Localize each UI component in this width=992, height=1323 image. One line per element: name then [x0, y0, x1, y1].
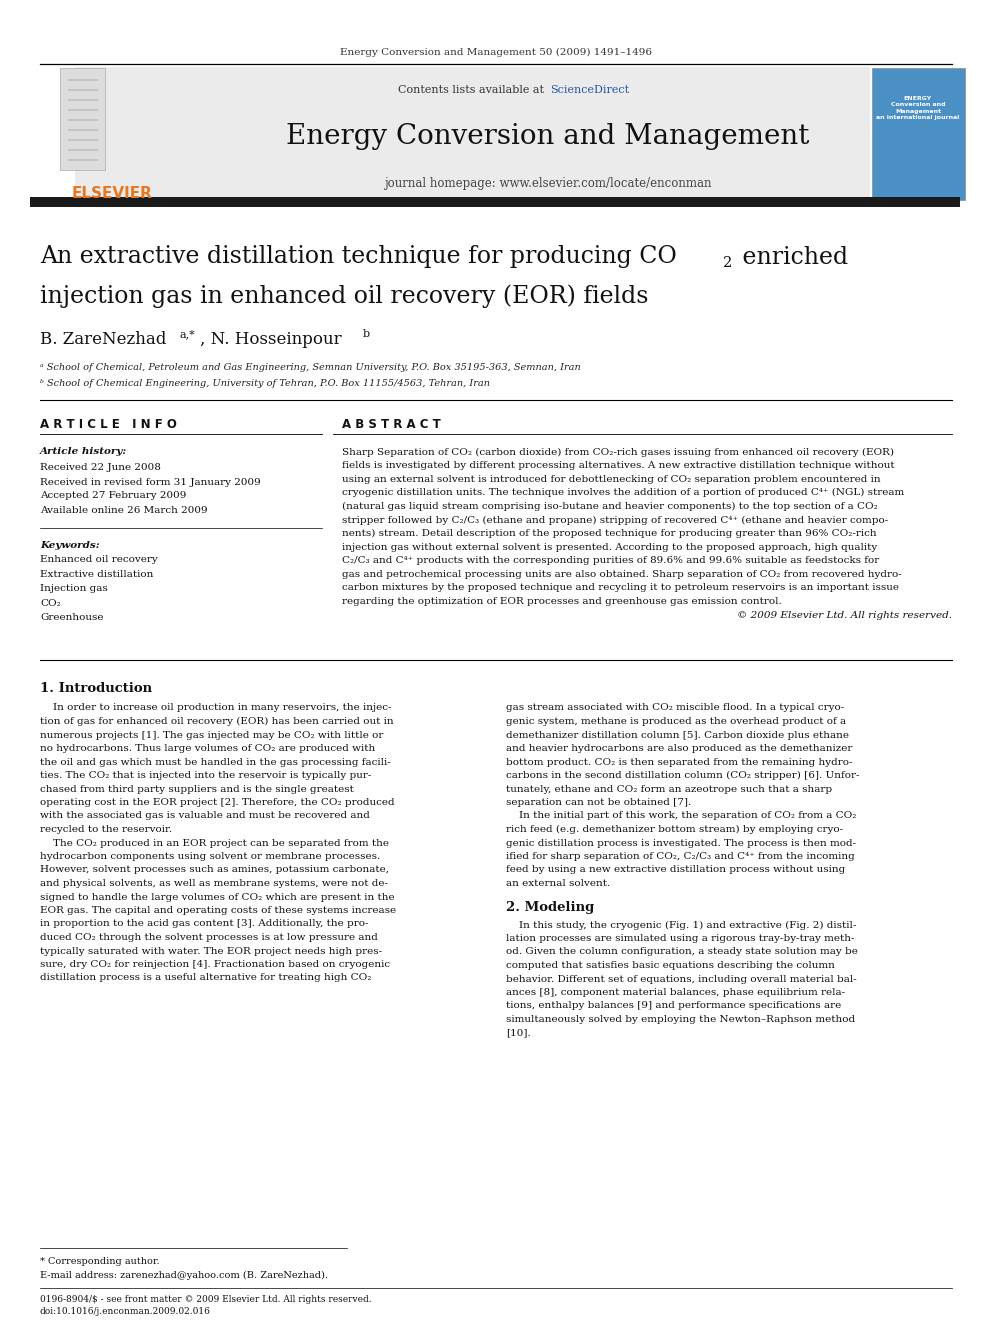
Text: rich feed (e.g. demethanizer bottom stream) by employing cryo-: rich feed (e.g. demethanizer bottom stre…	[506, 826, 843, 833]
Text: carbons in the second distillation column (CO₂ stripper) [6]. Unfor-: carbons in the second distillation colum…	[506, 771, 859, 781]
Text: injection gas in enhanced oil recovery (EOR) fields: injection gas in enhanced oil recovery (…	[40, 284, 649, 308]
Text: Received 22 June 2008: Received 22 June 2008	[40, 463, 161, 472]
Text: [10].: [10].	[506, 1028, 531, 1037]
Text: stripper followed by C₂/C₃ (ethane and propane) stripping of recovered C⁴⁺ (etha: stripper followed by C₂/C₃ (ethane and p…	[342, 516, 888, 524]
Text: nents) stream. Detail description of the proposed technique for producing greate: nents) stream. Detail description of the…	[342, 529, 877, 538]
Text: journal homepage: www.elsevier.com/locate/enconman: journal homepage: www.elsevier.com/locat…	[384, 176, 711, 189]
Text: ances [8], component material balances, phase equilibrium rela-: ances [8], component material balances, …	[506, 988, 845, 998]
Text: regarding the optimization of EOR processes and greenhouse gas emission control.: regarding the optimization of EOR proces…	[342, 597, 782, 606]
Bar	[30, 197, 960, 206]
Text: separation can not be obtained [7].: separation can not be obtained [7].	[506, 798, 691, 807]
Text: ties. The CO₂ that is injected into the reservoir is typically pur-: ties. The CO₂ that is injected into the …	[40, 771, 371, 781]
Text: Energy Conversion and Management 50 (2009) 1491–1496: Energy Conversion and Management 50 (200…	[340, 48, 652, 57]
Text: b: b	[363, 329, 370, 339]
Text: © 2009 Elsevier Ltd. All rights reserved.: © 2009 Elsevier Ltd. All rights reserved…	[737, 611, 952, 619]
Text: genic system, methane is produced as the overhead product of a: genic system, methane is produced as the…	[506, 717, 846, 726]
Text: genic distillation process is investigated. The process is then mod-: genic distillation process is investigat…	[506, 839, 856, 848]
Text: carbon mixtures by the proposed technique and recycling it to petroleum reservoi: carbon mixtures by the proposed techniqu…	[342, 583, 899, 593]
Text: C₂/C₃ and C⁴⁺ products with the corresponding purities of 89.6% and 99.6% suitab: C₂/C₃ and C⁴⁺ products with the correspo…	[342, 556, 879, 565]
Text: The CO₂ produced in an EOR project can be separated from the: The CO₂ produced in an EOR project can b…	[40, 839, 389, 848]
Text: ELSEVIER: ELSEVIER	[71, 187, 153, 201]
Text: An extractive distillation technique for producing CO: An extractive distillation technique for…	[40, 246, 677, 269]
Text: ᵇ School of Chemical Engineering, University of Tehran, P.O. Box 11155/4563, Teh: ᵇ School of Chemical Engineering, Univer…	[40, 380, 490, 389]
Text: tions, enthalpy balances [9] and performance specifications are: tions, enthalpy balances [9] and perform…	[506, 1002, 841, 1011]
Text: cryogenic distillation units. The technique involves the addition of a portion o: cryogenic distillation units. The techni…	[342, 488, 905, 497]
Text: a,*: a,*	[180, 329, 195, 339]
Text: and physical solvents, as well as membrane systems, were not de-: and physical solvents, as well as membra…	[40, 878, 388, 888]
Text: Greenhouse: Greenhouse	[40, 614, 103, 623]
Text: 2: 2	[723, 255, 732, 270]
Text: Sharp Separation of CO₂ (carbon dioxide) from CO₂-rich gases issuing from enhanc: Sharp Separation of CO₂ (carbon dioxide)…	[342, 447, 894, 456]
Text: recycled to the reservoir.: recycled to the reservoir.	[40, 826, 173, 833]
Text: the oil and gas which must be handled in the gas processing facili-: the oil and gas which must be handled in…	[40, 758, 391, 766]
Text: Enhanced oil recovery: Enhanced oil recovery	[40, 556, 158, 565]
Text: od. Given the column configuration, a steady state solution may be: od. Given the column configuration, a st…	[506, 947, 858, 957]
Text: simultaneously solved by employing the Newton–Raphson method: simultaneously solved by employing the N…	[506, 1015, 855, 1024]
Text: in proportion to the acid gas content [3]. Additionally, the pro-: in proportion to the acid gas content [3…	[40, 919, 368, 929]
Text: In this study, the cryogenic (Fig. 1) and extractive (Fig. 2) distil-: In this study, the cryogenic (Fig. 1) an…	[506, 921, 856, 930]
Text: * Corresponding author.: * Corresponding author.	[40, 1257, 160, 1266]
Text: fields is investigated by different processing alternatives. A new extractive di: fields is investigated by different proc…	[342, 462, 895, 470]
Text: In the initial part of this work, the separation of CO₂ from a CO₂: In the initial part of this work, the se…	[506, 811, 856, 820]
Text: Keywords:: Keywords:	[40, 541, 99, 549]
Text: no hydrocarbons. Thus large volumes of CO₂ are produced with: no hydrocarbons. Thus large volumes of C…	[40, 744, 375, 753]
Text: A R T I C L E   I N F O: A R T I C L E I N F O	[40, 418, 177, 430]
Text: gas and petrochemical processing units are also obtained. Sharp separation of CO: gas and petrochemical processing units a…	[342, 570, 902, 579]
Text: , N. Hosseinpour: , N. Hosseinpour	[200, 332, 341, 348]
Text: Received in revised form 31 January 2009: Received in revised form 31 January 2009	[40, 478, 261, 487]
Text: operating cost in the EOR project [2]. Therefore, the CO₂ produced: operating cost in the EOR project [2]. T…	[40, 798, 395, 807]
Text: doi:10.1016/j.enconman.2009.02.016: doi:10.1016/j.enconman.2009.02.016	[40, 1307, 211, 1316]
Text: hydrocarbon components using solvent or membrane processes.: hydrocarbon components using solvent or …	[40, 852, 380, 861]
Text: However, solvent processes such as amines, potassium carbonate,: However, solvent processes such as amine…	[40, 865, 389, 875]
Text: Energy Conversion and Management: Energy Conversion and Management	[287, 123, 809, 151]
Text: gas stream associated with CO₂ miscible flood. In a typical cryo-: gas stream associated with CO₂ miscible …	[506, 704, 844, 713]
Text: EOR gas. The capital and operating costs of these systems increase: EOR gas. The capital and operating costs…	[40, 906, 396, 916]
Text: E-mail address: zarenezhad@yahoo.com (B. ZareNezhad).: E-mail address: zarenezhad@yahoo.com (B.…	[40, 1270, 328, 1279]
Text: B. ZareNezhad: B. ZareNezhad	[40, 332, 167, 348]
Text: ᵃ School of Chemical, Petroleum and Gas Engineering, Semnan University, P.O. Box: ᵃ School of Chemical, Petroleum and Gas …	[40, 364, 580, 373]
Text: demethanizer distillation column [5]. Carbon dioxide plus ethane: demethanizer distillation column [5]. Ca…	[506, 730, 849, 740]
Text: and heavier hydrocarbons are also produced as the demethanizer: and heavier hydrocarbons are also produc…	[506, 744, 852, 753]
Text: ScienceDirect: ScienceDirect	[550, 85, 629, 95]
Text: Article history:: Article history:	[40, 447, 127, 456]
Text: Accepted 27 February 2009: Accepted 27 February 2009	[40, 492, 186, 500]
Text: Extractive distillation: Extractive distillation	[40, 570, 154, 579]
Text: CO₂: CO₂	[40, 599, 61, 609]
Text: an external solvent.: an external solvent.	[506, 878, 610, 888]
Text: 1. Introduction: 1. Introduction	[40, 681, 152, 695]
Text: numerous projects [1]. The gas injected may be CO₂ with little or: numerous projects [1]. The gas injected …	[40, 730, 383, 740]
Text: computed that satisfies basic equations describing the column: computed that satisfies basic equations …	[506, 960, 835, 970]
Text: duced CO₂ through the solvent processes is at low pressure and: duced CO₂ through the solvent processes …	[40, 933, 378, 942]
Text: lation processes are simulated using a rigorous tray-by-tray meth-: lation processes are simulated using a r…	[506, 934, 854, 943]
Text: tion of gas for enhanced oil recovery (EOR) has been carried out in: tion of gas for enhanced oil recovery (E…	[40, 717, 394, 726]
Text: typically saturated with water. The EOR project needs high pres-: typically saturated with water. The EOR …	[40, 946, 382, 955]
Text: injection gas without external solvent is presented. According to the proposed a: injection gas without external solvent i…	[342, 542, 877, 552]
Text: feed by using a new extractive distillation process without using: feed by using a new extractive distillat…	[506, 865, 845, 875]
Bar	[75, 67, 870, 200]
Text: behavior. Different set of equations, including overall material bal-: behavior. Different set of equations, in…	[506, 975, 857, 983]
Text: with the associated gas is valuable and must be recovered and: with the associated gas is valuable and …	[40, 811, 370, 820]
Text: ENERGY
Conversion and
Management
an international journal: ENERGY Conversion and Management an inte…	[876, 95, 959, 120]
Text: 0196-8904/$ - see front matter © 2009 Elsevier Ltd. All rights reserved.: 0196-8904/$ - see front matter © 2009 El…	[40, 1294, 372, 1303]
Bar	[60, 67, 105, 169]
Text: distillation process is a useful alternative for treating high CO₂: distillation process is a useful alterna…	[40, 974, 371, 983]
Text: (natural gas liquid stream comprising iso-butane and heavier components) to the : (natural gas liquid stream comprising is…	[342, 501, 878, 511]
Text: Contents lists available at: Contents lists available at	[399, 85, 548, 95]
Text: Available online 26 March 2009: Available online 26 March 2009	[40, 505, 207, 515]
Text: Injection gas: Injection gas	[40, 585, 108, 594]
Text: 2. Modeling: 2. Modeling	[506, 901, 594, 913]
Bar	[872, 67, 965, 200]
Text: using an external solvent is introduced for debottlenecking of CO₂ separation pr: using an external solvent is introduced …	[342, 475, 881, 484]
Text: In order to increase oil production in many reservoirs, the injec-: In order to increase oil production in m…	[40, 704, 392, 713]
Text: A B S T R A C T: A B S T R A C T	[342, 418, 440, 430]
Text: ified for sharp separation of CO₂, C₂/C₃ and C⁴⁺ from the incoming: ified for sharp separation of CO₂, C₂/C₃…	[506, 852, 855, 861]
Text: signed to handle the large volumes of CO₂ which are present in the: signed to handle the large volumes of CO…	[40, 893, 395, 901]
Text: sure, dry CO₂ for reinjection [4]. Fractionation based on cryogenic: sure, dry CO₂ for reinjection [4]. Fract…	[40, 960, 390, 968]
Text: enriched: enriched	[735, 246, 848, 269]
Text: chased from third party suppliers and is the single greatest: chased from third party suppliers and is…	[40, 785, 354, 794]
Text: tunately, ethane and CO₂ form an azeotrope such that a sharp: tunately, ethane and CO₂ form an azeotro…	[506, 785, 832, 794]
Text: bottom product. CO₂ is then separated from the remaining hydro-: bottom product. CO₂ is then separated fr…	[506, 758, 852, 766]
